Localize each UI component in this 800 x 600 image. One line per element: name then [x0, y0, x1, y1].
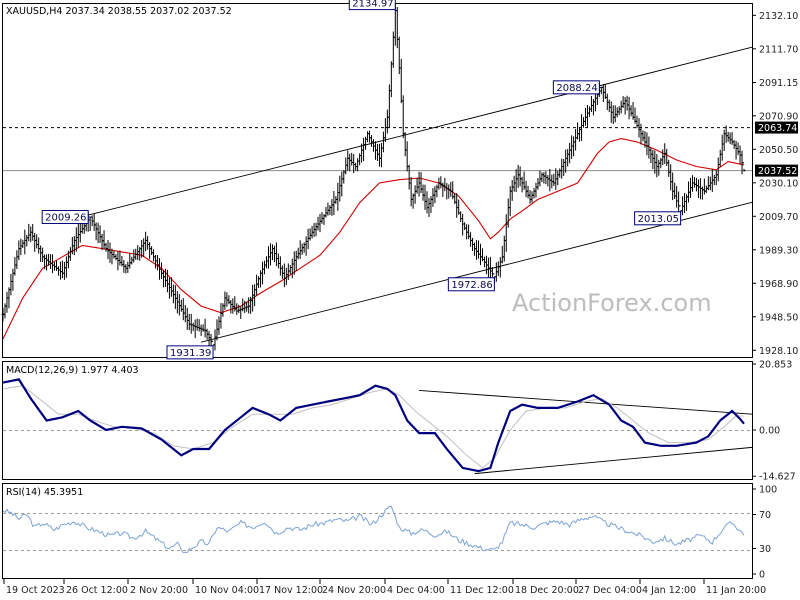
time-tick-label: 11 Jan 20:00 [706, 585, 766, 596]
price-label-box [552, 80, 600, 95]
price-bars [1, 6, 746, 356]
price-y-tick-label: 1968.90 [759, 279, 798, 290]
time-tick-label: 2 Nov 20:00 [130, 585, 188, 596]
price-level-box [755, 164, 798, 177]
price-y-tick-label: 2030.10 [759, 178, 798, 189]
macd-trend-line [474, 446, 753, 475]
price-label-text: 2013.05 [638, 214, 679, 225]
time-tick-label: 27 Dec 04:00 [578, 585, 642, 596]
macd-y-tick-label: -14.627 [759, 472, 796, 483]
price-labels: 2134.97 2088.24 2009.26 1931.39 1972.86 2013.… [41, 0, 682, 360]
price-level-box [755, 121, 798, 134]
price-y-axis: 2132.10 2111.70 2091.15 2070.90 2050.50 2030.… [752, 11, 798, 357]
price-y-tick-label: 2050.50 [759, 145, 798, 156]
channel-line [201, 201, 753, 343]
time-tick-label: 4 Jan 12:00 [642, 585, 696, 596]
time-tick-label: 11 Dec 12:00 [450, 585, 514, 596]
rsi-line [2, 506, 745, 554]
price-label-box [447, 277, 495, 292]
macd-y-tick-label: 0.00 [759, 425, 780, 436]
price-y-tick-label: 2009.70 [759, 212, 798, 223]
time-tick-label: 10 Nov 04:00 [195, 585, 259, 596]
price-label-text: 2009.26 [45, 213, 86, 224]
rsi-y-tick-label: 100 [759, 485, 777, 496]
rsi-panel-frame [2, 483, 753, 579]
price-levels: 2063.74 2037.52 [3, 121, 798, 177]
macd-trend-line [419, 390, 753, 415]
price-label-box [348, 0, 396, 11]
rsi-y-tick-label: 0 [759, 570, 765, 581]
price-label-text: 1931.39 [170, 348, 211, 359]
price-label-box [634, 211, 682, 226]
time-tick-label: 24 Nov 20:00 [322, 585, 386, 596]
time-tick-label: 18 Dec 20:00 [515, 585, 579, 596]
macd-panel-frame [2, 361, 753, 480]
macd-y-tick-label: 20.853 [759, 360, 792, 371]
time-tick-label: 4 Dec 04:00 [387, 585, 445, 596]
rsi-y-axis: 100 70 30 0 [752, 485, 777, 581]
price-label-text: 1972.86 [451, 280, 492, 291]
price-header: XAUUSD,H4 2037.34 2038.55 2037.02 2037.5… [6, 6, 232, 17]
price-y-tick-label: 2132.10 [759, 11, 798, 22]
watermark: ActionForex.com [512, 289, 712, 317]
macd-y-axis: 20.853 0.00 -14.627 [752, 360, 796, 483]
macd-header: MACD(12,26,9) 1.977 4.403 [6, 365, 139, 376]
channel-line [82, 46, 753, 218]
time-tick-label: 17 Nov 12:00 [259, 585, 323, 596]
price-level-label: 2037.52 [758, 166, 797, 177]
price-y-tick-label: 2111.70 [759, 44, 798, 55]
price-label-text: 2088.24 [556, 83, 597, 94]
price-y-tick-label: 1928.10 [759, 346, 798, 357]
price-y-tick-label: 2070.90 [759, 111, 798, 122]
rsi-y-tick-label: 70 [759, 510, 771, 521]
price-y-tick-label: 1948.50 [759, 312, 798, 323]
price-channel-lines [82, 46, 753, 343]
rsi-header: RSI(14) 45.3951 [6, 487, 83, 498]
macd-main-line [2, 378, 745, 473]
time-axis: 19 Oct 2023 26 Oct 12:00 2 Nov 20:00 10 Nov… [3, 579, 766, 596]
price-y-tick-label: 2091.15 [759, 78, 798, 89]
price-y-tick-label: 1989.30 [759, 245, 798, 256]
price-label-box [166, 345, 214, 360]
time-tick-label: 26 Oct 12:00 [66, 585, 128, 596]
price-label-box [41, 210, 89, 225]
rsi-y-tick-label: 30 [759, 544, 771, 555]
macd-trend-lines [419, 390, 753, 475]
price-label-text: 2134.97 [352, 0, 393, 10]
time-tick-label: 19 Oct 2023 [6, 585, 65, 596]
price-level-label: 2063.74 [758, 123, 797, 134]
